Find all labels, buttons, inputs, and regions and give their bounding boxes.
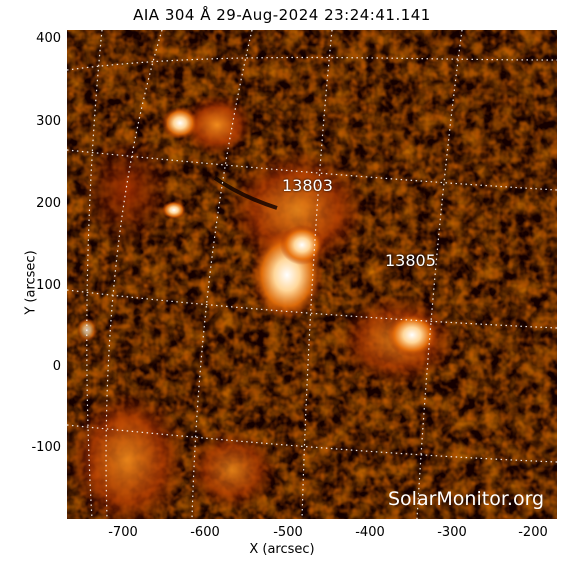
y-axis-label: Y (arcsec) bbox=[23, 250, 39, 315]
active-region-label: 13805 bbox=[385, 251, 436, 270]
watermark: SolarMonitor.org bbox=[388, 488, 545, 510]
x-tick-label: -200 bbox=[518, 525, 548, 540]
y-tick-label: 100 bbox=[36, 278, 61, 293]
x-tick-label: -400 bbox=[355, 525, 385, 540]
active-region-label: 13803 bbox=[282, 176, 333, 195]
x-tick-label: -300 bbox=[437, 525, 467, 540]
x-tick-label: -500 bbox=[273, 525, 303, 540]
y-tick-label: 200 bbox=[36, 196, 61, 211]
y-tick-label: 300 bbox=[36, 114, 61, 129]
solar-image: 13803 13805 bbox=[67, 30, 557, 519]
y-tick-label: 0 bbox=[52, 359, 61, 374]
x-tick-label: -700 bbox=[108, 525, 138, 540]
x-axis-label: X (arcsec) bbox=[249, 542, 315, 557]
x-tick-label: -600 bbox=[190, 525, 220, 540]
image-title: AIA 304 Å 29-Aug-2024 23:24:41.141 bbox=[133, 6, 431, 24]
y-tick-label: 400 bbox=[36, 31, 61, 46]
y-tick-label: -100 bbox=[31, 440, 61, 455]
solar-image-canvas bbox=[67, 30, 557, 519]
